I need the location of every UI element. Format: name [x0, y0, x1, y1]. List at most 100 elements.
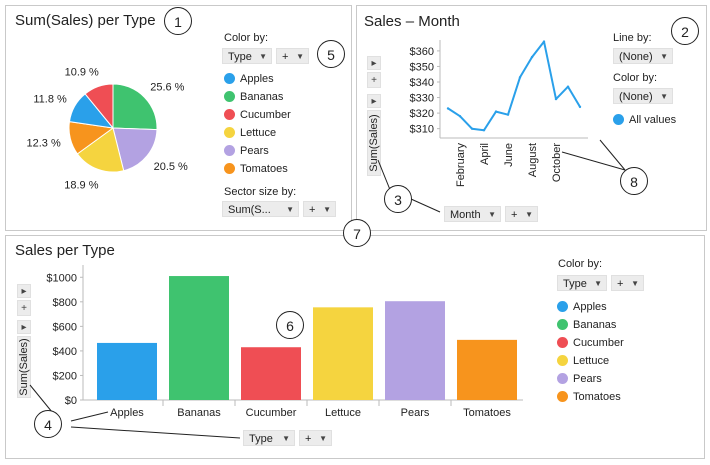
- bar-lettuce[interactable]: [313, 307, 373, 400]
- legend-item-cucumber: Cucumber: [557, 336, 624, 349]
- callout-4: 4: [34, 410, 62, 438]
- line-chart: $310 $320 $330 $340 $350 $360 February April Jun…: [410, 40, 588, 188]
- bar-y-axis-add-button[interactable]: +: [17, 300, 31, 316]
- line-color-by-value: (None): [619, 91, 653, 103]
- chevron-down-icon: ▼: [594, 279, 602, 288]
- line-point-june[interactable]: [506, 113, 510, 116]
- line-point-december[interactable]: [578, 105, 582, 109]
- bar-pears[interactable]: [385, 301, 445, 400]
- pie-chart-title: Sum(Sales) per Type: [15, 12, 156, 29]
- line-point-may[interactable]: [494, 110, 498, 113]
- line-point-september[interactable]: [542, 40, 546, 43]
- legend-color-dot: [557, 300, 568, 312]
- line-point-january[interactable]: [446, 107, 450, 110]
- line-y-axis-add-button[interactable]: +: [367, 72, 381, 88]
- legend-label: Apples: [573, 301, 607, 313]
- pie-slice-lettuce[interactable]: [76, 127, 125, 173]
- line-x-axis-add-button[interactable]: + ▼: [505, 206, 538, 222]
- legend-item-cucumber: Cucumber: [224, 108, 291, 121]
- legend-item-tomatoes: Tomatoes: [557, 390, 621, 403]
- chevron-down-icon: ▼: [259, 52, 267, 61]
- pie-slice-pears[interactable]: [112, 127, 158, 172]
- sales-line[interactable]: [447, 40, 581, 132]
- legend-color-dot: [224, 126, 235, 138]
- line-y-axis-selector-arrow[interactable]: ▸: [367, 94, 381, 108]
- bar-add-color-button[interactable]: + ▼: [611, 275, 644, 291]
- line-y-tick-label: $320: [410, 108, 434, 120]
- bar-color-by-dropdown[interactable]: Type ▼: [557, 275, 607, 291]
- plus-icon: +: [617, 278, 624, 290]
- plus-icon: +: [282, 51, 289, 63]
- legend-label: Bananas: [240, 91, 284, 103]
- line-point-april[interactable]: [482, 129, 486, 132]
- line-point-november[interactable]: [566, 85, 570, 88]
- line-point-march[interactable]: [470, 127, 474, 130]
- bar-x-axis-dropdown[interactable]: Type ▼: [243, 430, 295, 446]
- bar-y-axis-expand-button[interactable]: ▸: [17, 284, 31, 298]
- line-point-july[interactable]: [518, 76, 522, 79]
- callout-8: 8: [620, 167, 648, 195]
- pie-data-label-cucumber: 10.9 %: [65, 66, 99, 78]
- line-point-august[interactable]: [530, 55, 534, 59]
- legend-color-dot: [613, 113, 624, 125]
- legend-label: Tomatoes: [240, 163, 288, 175]
- bar-y-axis-selector[interactable]: Sum(Sales): [17, 336, 31, 398]
- legend-color-dot: [557, 354, 568, 366]
- sector-size-add-button[interactable]: + ▼: [303, 201, 336, 217]
- line-by-dropdown[interactable]: (None) ▼: [613, 48, 673, 64]
- line-point-february[interactable]: [458, 115, 462, 118]
- legend-label: Bananas: [573, 319, 617, 331]
- bar-x-tick-label: Tomatoes: [463, 407, 511, 419]
- pie-chart-panel: [5, 5, 352, 231]
- chevron-down-icon: ▼: [660, 92, 668, 101]
- line-by-label: Line by:: [613, 32, 652, 44]
- chevron-right-icon: ▸: [21, 286, 27, 297]
- line-x-axis-dropdown[interactable]: Month ▼: [444, 206, 501, 222]
- legend-label: Lettuce: [240, 127, 277, 139]
- pie-slice-bananas[interactable]: [112, 83, 158, 131]
- callout-5: 5: [317, 40, 345, 68]
- bar-tomatoes[interactable]: [457, 339, 517, 400]
- chevron-right-icon: ▸: [371, 58, 377, 69]
- legend-label: Cucumber: [240, 109, 291, 121]
- legend-label: Lettuce: [573, 355, 610, 367]
- pie-data-label-bananas: 25.6 %: [150, 81, 184, 93]
- chevron-down-icon: ▼: [660, 52, 668, 61]
- line-x-tick-label: April: [479, 143, 491, 165]
- bar-x-axis-value: Type: [249, 433, 273, 445]
- pie-slice-cucumber[interactable]: [84, 83, 114, 130]
- pie-data-label-lettuce: 18.9 %: [64, 179, 98, 191]
- bar-bananas[interactable]: [169, 276, 229, 400]
- legend-color-dot: [557, 336, 568, 348]
- line-y-axis-label: Sum(Sales): [368, 114, 380, 172]
- line-x-tick-label: February: [455, 143, 467, 188]
- sector-size-dropdown[interactable]: Sum(S... ▼: [222, 201, 299, 217]
- bar-x-axis-add-button[interactable]: + ▼: [299, 430, 332, 446]
- bar-x-tick-label: Pears: [401, 407, 430, 419]
- line-legend-label: All values: [629, 114, 677, 126]
- line-y-tick-label: $360: [410, 46, 434, 58]
- bar-apples[interactable]: [97, 342, 157, 400]
- legend-color-dot: [557, 318, 568, 330]
- line-y-axis-expand-button[interactable]: ▸: [367, 56, 381, 70]
- legend-label: Pears: [240, 145, 269, 157]
- bar-x-tick-label: Apples: [110, 407, 144, 419]
- pie-add-color-button[interactable]: + ▼: [276, 48, 309, 64]
- line-x-axis-value: Month: [450, 209, 481, 221]
- bar-y-axis-selector-arrow[interactable]: ▸: [17, 320, 31, 334]
- pie-color-by-dropdown[interactable]: Type ▼: [222, 48, 272, 64]
- legend-label: Tomatoes: [573, 391, 621, 403]
- bar-y-tick-label: $600: [53, 321, 77, 333]
- line-color-by-label: Color by:: [613, 72, 658, 84]
- bar-x-tick-label: Bananas: [177, 407, 221, 419]
- plus-icon: +: [305, 433, 312, 445]
- bar-color-by-label: Color by:: [558, 258, 603, 270]
- bar-cucumber[interactable]: [241, 347, 301, 400]
- legend-item-bananas: Bananas: [557, 318, 617, 331]
- legend-item-pears: Pears: [224, 144, 269, 157]
- bar-chart-title: Sales per Type: [15, 242, 115, 259]
- legend-color-dot: [224, 108, 235, 120]
- line-y-axis-selector[interactable]: Sum(Sales): [367, 110, 381, 176]
- line-color-by-dropdown[interactable]: (None) ▼: [613, 88, 673, 104]
- line-point-october[interactable]: [554, 97, 558, 101]
